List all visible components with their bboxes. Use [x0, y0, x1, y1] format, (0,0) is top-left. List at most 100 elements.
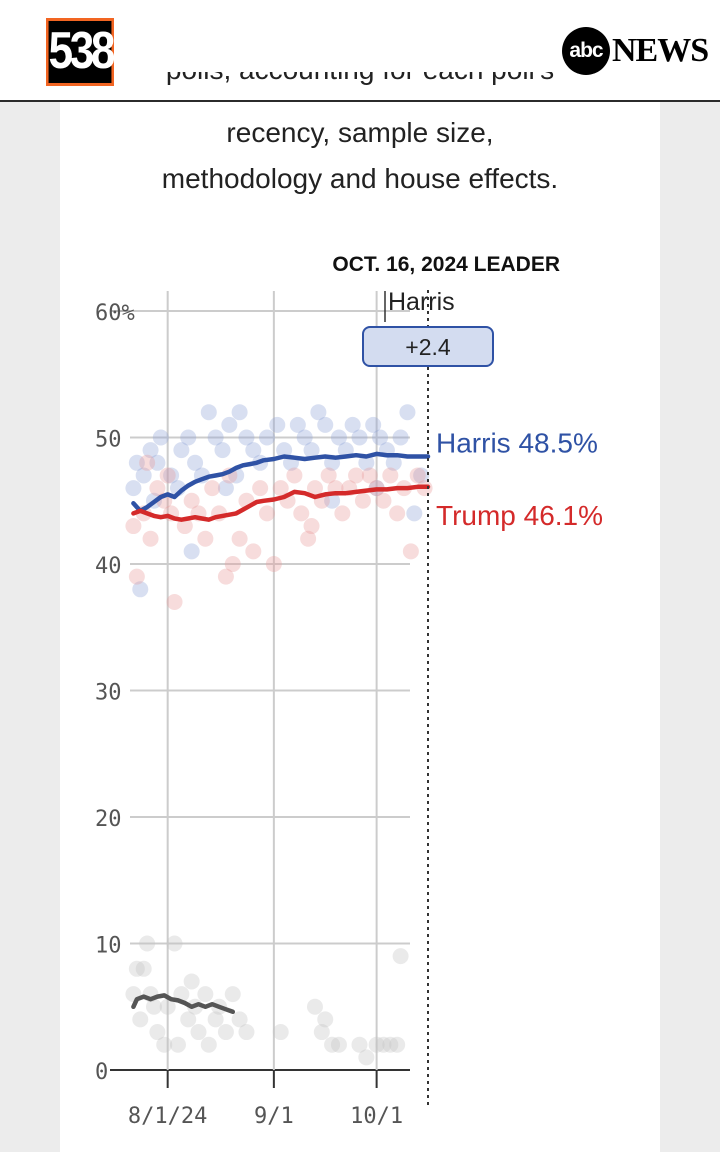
poll-dot	[382, 467, 399, 484]
poll-dot	[392, 429, 409, 446]
news-logo[interactable]: NEWS	[612, 32, 709, 69]
poll-dot	[231, 530, 248, 547]
poll-dot	[217, 480, 234, 497]
y-tick-label: 40	[95, 554, 122, 579]
poll-dot	[197, 530, 214, 547]
poll-dot	[392, 948, 409, 965]
poll-dot	[389, 505, 406, 522]
poll-dot	[324, 1036, 341, 1053]
poll-dot	[372, 429, 389, 446]
poll-dot	[238, 1024, 255, 1041]
poll-dot	[303, 442, 320, 459]
series-line-other[interactable]	[131, 993, 236, 1015]
poll-dot	[156, 1036, 173, 1053]
poll-dot	[142, 442, 159, 459]
poll-dot	[286, 467, 303, 484]
poll-dot	[358, 1049, 375, 1066]
average-lines	[131, 451, 431, 1015]
poll-dot	[317, 1011, 334, 1028]
poll-dot	[344, 416, 361, 433]
poll-dot	[169, 1036, 186, 1053]
poll-dot	[330, 429, 347, 446]
poll-dot	[406, 505, 423, 522]
poll-dot	[217, 1024, 234, 1041]
poll-dot	[385, 454, 402, 471]
poll-dot	[166, 593, 183, 610]
poll-dot	[389, 1036, 406, 1053]
leader-margin-box[interactable]	[362, 326, 494, 367]
poll-dot	[313, 1024, 330, 1041]
poll-dot	[330, 1036, 347, 1053]
poll-dot	[207, 1011, 224, 1028]
poll-dot	[320, 467, 337, 484]
abc-logo-icon[interactable]: abc	[562, 27, 610, 75]
poll-dot	[348, 467, 365, 484]
poll-dot	[149, 480, 166, 497]
x-tick-label: 8/1/24	[128, 1104, 207, 1129]
poll-dot	[221, 416, 238, 433]
description-line-2: methodology and house effects.	[161, 163, 559, 194]
y-tick-label: 0	[95, 1060, 108, 1085]
poll-dot	[238, 429, 255, 446]
description-line-cut: polls, accounting for each poll's	[60, 72, 660, 94]
poll-dot	[128, 568, 145, 585]
poll-dot	[399, 404, 416, 421]
poll-dot	[139, 935, 156, 952]
series-label-harris: Harris 48.5%	[436, 427, 598, 458]
poll-dot	[361, 467, 378, 484]
poll-dot	[269, 416, 286, 433]
series-line-trump[interactable]	[131, 484, 431, 522]
y-tick-label: 10	[95, 934, 122, 959]
poll-dot	[300, 530, 317, 547]
poll-dot	[204, 480, 221, 497]
poll-dot	[207, 429, 224, 446]
poll-dot	[190, 1024, 207, 1041]
leader-name: Harris	[388, 288, 455, 316]
poll-dot	[375, 492, 392, 509]
poll-dot	[310, 404, 327, 421]
x-tick-label: 9/1	[254, 1104, 294, 1129]
poll-dot	[135, 467, 152, 484]
series-line-harris[interactable]	[131, 451, 431, 514]
poll-dot	[245, 442, 262, 459]
poll-dot	[217, 568, 234, 585]
poll-dot	[173, 442, 190, 459]
poll-dot	[368, 1036, 385, 1053]
poll-dot	[296, 429, 313, 446]
status-bar	[0, 0, 720, 14]
poll-dot	[200, 1036, 217, 1053]
poll-dot	[317, 416, 334, 433]
poll-dot	[125, 480, 142, 497]
description-line-1: recency, sample size,	[226, 117, 494, 148]
poll-dot	[187, 454, 204, 471]
poll-dot	[149, 454, 166, 471]
brand-logo-538[interactable]: 538	[46, 18, 116, 86]
poll-dot	[358, 454, 375, 471]
poll-dot	[231, 1011, 248, 1028]
series-label-trump: Trump 46.1%	[436, 500, 603, 531]
poll-dot	[132, 1011, 149, 1028]
content-card	[60, 102, 660, 1152]
poll-dot	[224, 556, 241, 572]
poll-dot	[231, 404, 248, 421]
poll-dot	[183, 543, 200, 560]
site-header: 538 abc NEWS	[0, 14, 720, 102]
y-tick-label: 30	[95, 681, 122, 706]
poll-dot	[351, 1036, 368, 1053]
chart-labels: 60% 50 40 30 20 10 0 8/1/24 9/1 10/1 Harris 48.5% T…	[95, 301, 603, 1129]
poll-dot	[334, 505, 351, 522]
poll-dot	[375, 1036, 392, 1053]
poll-dot	[176, 518, 193, 535]
poll-dot	[303, 518, 320, 535]
poll-dot	[197, 986, 214, 1003]
poll-dot	[265, 556, 282, 572]
poll-dot	[413, 467, 430, 484]
poll-dot	[145, 998, 162, 1015]
poll-dot	[272, 1024, 289, 1041]
poll-dot	[159, 467, 176, 484]
poll-dot	[142, 530, 159, 547]
y-tick-label: 60%	[95, 301, 135, 326]
poll-dot	[180, 1011, 197, 1028]
poll-dot	[293, 505, 310, 522]
